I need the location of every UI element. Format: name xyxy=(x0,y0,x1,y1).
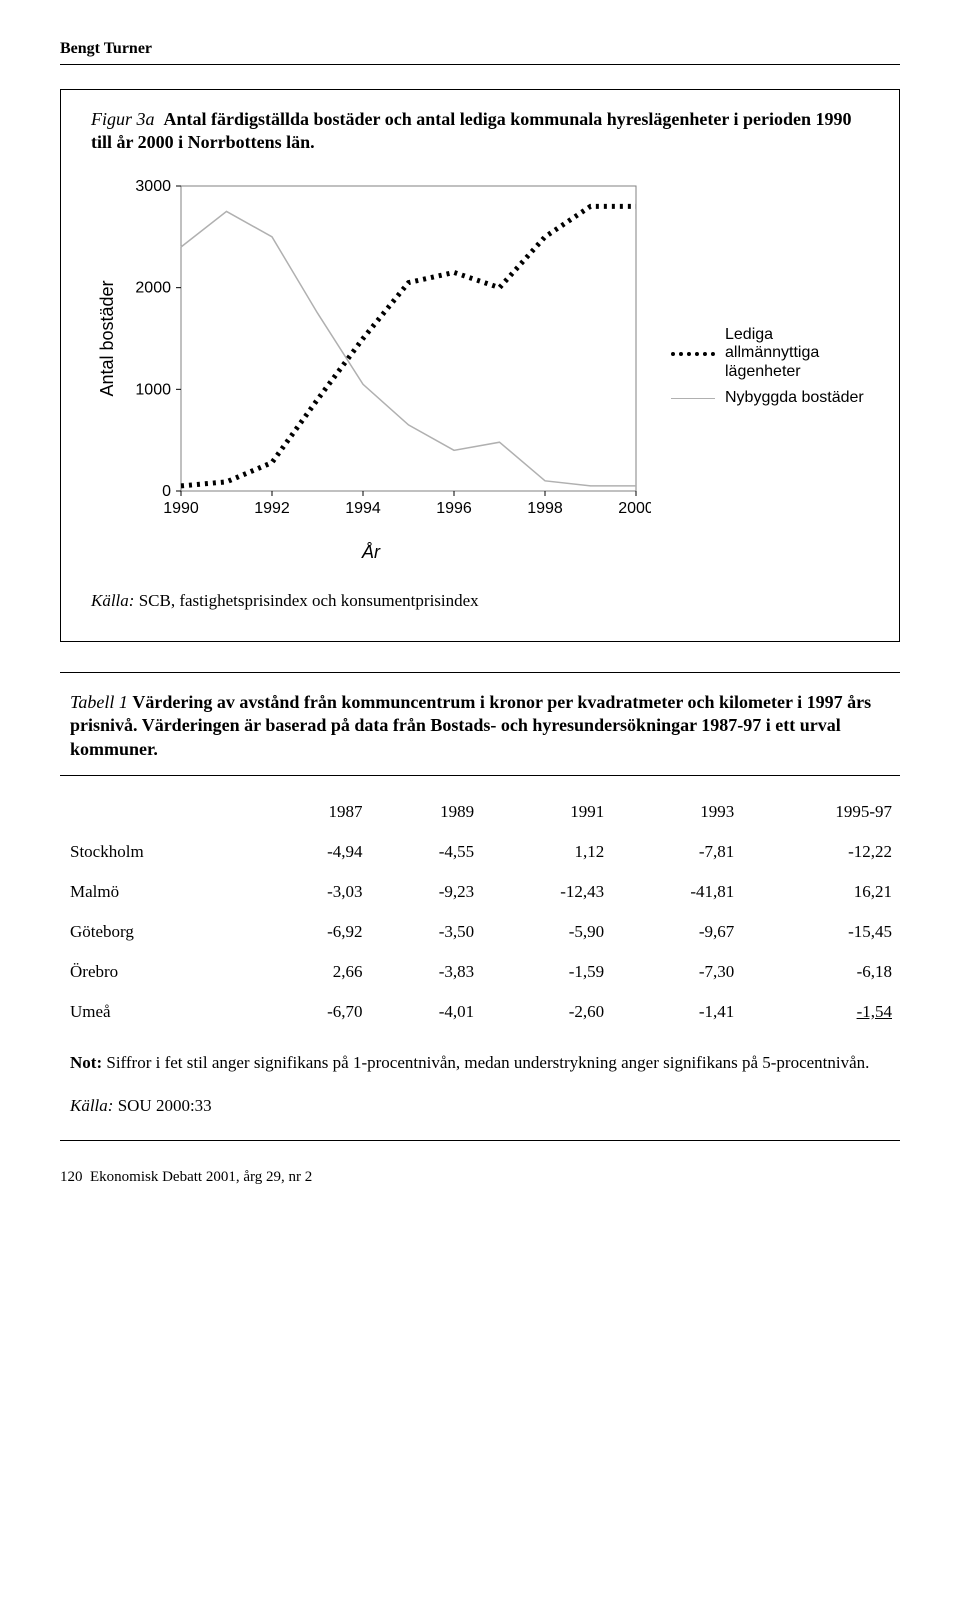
table-label: Tabell 1 xyxy=(70,692,128,712)
journal-ref: Ekonomisk Debatt 2001, årg 29, nr 2 xyxy=(90,1169,312,1185)
table-row: Örebro2,66-3,83-1,59-7,30-6,18 xyxy=(60,952,900,992)
figure-caption: Figur 3a Antal färdigställda bostäder oc… xyxy=(91,108,869,155)
table-cell: -1,59 xyxy=(482,952,612,992)
table-cell: -3,03 xyxy=(259,872,371,912)
legend-label: Lediga allmännyttiga lägenheter xyxy=(725,326,869,381)
note-label: Not: xyxy=(70,1053,102,1072)
table-corner xyxy=(60,792,259,832)
legend-item-nybyggda: Nybyggda bostäder xyxy=(671,389,869,407)
source-label: Källa: xyxy=(70,1096,113,1115)
table-col-header: 1987 xyxy=(259,792,371,832)
svg-text:3000: 3000 xyxy=(135,178,171,195)
table-title: Värdering av avstånd från kommuncentrum … xyxy=(70,692,871,759)
table-cell: -4,94 xyxy=(259,832,371,872)
source-text: SCB, fastighetsprisindex och konsumentpr… xyxy=(139,591,479,610)
legend-label: Nybyggda bostäder xyxy=(725,389,864,407)
table-row: Malmö-3,03-9,23-12,43-41,8116,21 xyxy=(60,872,900,912)
source-label: Källa: xyxy=(91,591,134,610)
table-cell: -6,92 xyxy=(259,912,371,952)
svg-text:1000: 1000 xyxy=(135,381,171,398)
table-cell: -9,23 xyxy=(371,872,483,912)
table-cell: -2,60 xyxy=(482,992,612,1032)
table-cell: -1,41 xyxy=(612,992,742,1032)
svg-text:1994: 1994 xyxy=(345,500,381,517)
legend-swatch-solid-icon xyxy=(671,398,715,399)
table-row: Göteborg-6,92-3,50-5,90-9,67-15,45 xyxy=(60,912,900,952)
figure-label: Figur 3a xyxy=(91,109,155,129)
table-col-header: 1991 xyxy=(482,792,612,832)
table-cell: -41,81 xyxy=(612,872,742,912)
svg-text:1996: 1996 xyxy=(436,500,472,517)
svg-text:1992: 1992 xyxy=(254,500,290,517)
data-table: 19871989199119931995-97 Stockholm-4,94-4… xyxy=(60,792,900,1032)
table-cell: -7,81 xyxy=(612,832,742,872)
svg-text:1998: 1998 xyxy=(527,500,563,517)
table-cell: -12,43 xyxy=(482,872,612,912)
table-source: Källa: SOU 2000:33 xyxy=(70,1096,890,1116)
table-cell: -6,70 xyxy=(259,992,371,1032)
row-label: Stockholm xyxy=(60,832,259,872)
row-label: Malmö xyxy=(60,872,259,912)
author-name: Bengt Turner xyxy=(60,40,900,58)
svg-text:1990: 1990 xyxy=(163,500,199,517)
line-chart: 0 1000 2000 3000 1990 1992 1994 1996 1998 2000 Ant… xyxy=(91,171,651,531)
note-text: Siffror i fet stil anger signifikans på … xyxy=(106,1053,869,1072)
top-rule xyxy=(60,64,900,65)
figure-source: Källa: SCB, fastighetsprisindex och kons… xyxy=(91,591,869,611)
table-cell: 2,66 xyxy=(259,952,371,992)
table-row: Umeå-6,70-4,01-2,60-1,41-1,54 xyxy=(60,992,900,1032)
source-text: SOU 2000:33 xyxy=(118,1096,212,1115)
figure-title: Antal färdigställda bostäder och antal l… xyxy=(91,109,852,152)
svg-text:0: 0 xyxy=(162,483,171,500)
legend-item-lediga: Lediga allmännyttiga lägenheter xyxy=(671,326,869,381)
table-header-row: 19871989199119931995-97 xyxy=(60,792,900,832)
table-cell: -1,54 xyxy=(742,992,900,1032)
chart-area: 0 1000 2000 3000 1990 1992 1994 1996 1998 2000 Ant… xyxy=(91,171,651,563)
table-box: Tabell 1 Värdering av avstånd från kommu… xyxy=(60,672,900,1141)
table-cell: -3,83 xyxy=(371,952,483,992)
table-col-header: 1995-97 xyxy=(742,792,900,832)
table-cell: -9,67 xyxy=(612,912,742,952)
table-row: Stockholm-4,94-4,551,12-7,81-12,22 xyxy=(60,832,900,872)
table-caption: Tabell 1 Värdering av avstånd från kommu… xyxy=(70,691,890,761)
page-number: 120 xyxy=(60,1169,83,1185)
figure-box: Figur 3a Antal färdigställda bostäder oc… xyxy=(60,89,900,642)
row-label: Örebro xyxy=(60,952,259,992)
table-cell: -7,30 xyxy=(612,952,742,992)
table-cell: -6,18 xyxy=(742,952,900,992)
table-cell: -15,45 xyxy=(742,912,900,952)
table-col-header: 1989 xyxy=(371,792,483,832)
chart-wrap: 0 1000 2000 3000 1990 1992 1994 1996 1998 2000 Ant… xyxy=(91,171,869,563)
legend-text-1a: Lediga allmännyttiga lägenheter xyxy=(725,326,819,380)
table-cell: -5,90 xyxy=(482,912,612,952)
svg-text:2000: 2000 xyxy=(135,279,171,296)
row-label: Göteborg xyxy=(60,912,259,952)
svg-text:Antal bostäder: Antal bostäder xyxy=(97,280,117,396)
table-col-header: 1993 xyxy=(612,792,742,832)
table-cell: 1,12 xyxy=(482,832,612,872)
svg-text:2000: 2000 xyxy=(618,500,651,517)
table-cell: 16,21 xyxy=(742,872,900,912)
x-axis-title: År xyxy=(91,542,651,563)
table-cell: -3,50 xyxy=(371,912,483,952)
table-note: Not: Siffror i fet stil anger signifikan… xyxy=(70,1052,890,1074)
legend-swatch-dotted-icon xyxy=(671,352,715,356)
table-cell: -4,01 xyxy=(371,992,483,1032)
table-cell: -12,22 xyxy=(742,832,900,872)
page-footer: 120 Ekonomisk Debatt 2001, årg 29, nr 2 xyxy=(60,1169,900,1186)
table-cell: -4,55 xyxy=(371,832,483,872)
row-label: Umeå xyxy=(60,992,259,1032)
table-rule xyxy=(60,775,900,776)
chart-legend: Lediga allmännyttiga lägenheter Nybyggda… xyxy=(671,318,869,416)
